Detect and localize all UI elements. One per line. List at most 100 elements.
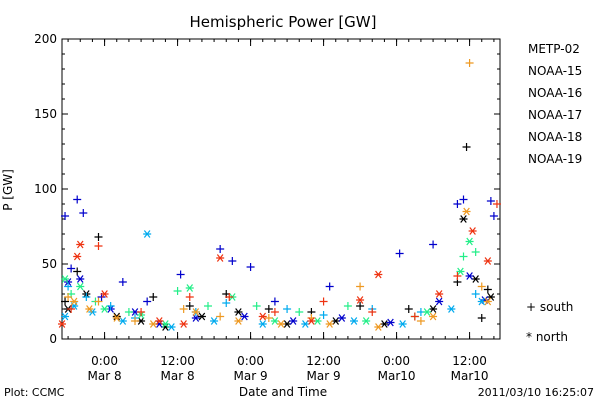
south-point xyxy=(453,272,462,280)
north-point xyxy=(423,308,431,316)
legend-entry: NOAA-15 xyxy=(528,64,582,78)
north-point xyxy=(456,267,465,276)
south-point xyxy=(252,302,261,310)
north-point xyxy=(331,317,340,325)
x-tick-label-date: Mar10 xyxy=(378,369,416,383)
south-point xyxy=(462,143,471,151)
north-point xyxy=(435,297,444,306)
north-point xyxy=(155,317,164,325)
chart-title: Hemispheric Power [GW] xyxy=(190,13,377,31)
north-point xyxy=(465,272,474,280)
series-points xyxy=(64,59,492,331)
south-point xyxy=(492,200,501,208)
south-point xyxy=(137,308,146,316)
series-points xyxy=(61,230,486,331)
north-point xyxy=(179,320,188,328)
y-axis: 0 50 100 150 200 xyxy=(34,32,500,346)
north-point xyxy=(270,317,279,325)
south-point xyxy=(185,302,194,310)
south-point xyxy=(410,312,419,321)
south-point xyxy=(471,248,480,256)
north-point xyxy=(468,227,477,235)
north-point xyxy=(61,312,70,321)
legend-entry: NOAA-19 xyxy=(528,152,582,166)
north-point xyxy=(380,320,389,328)
south-point xyxy=(216,312,225,321)
south-point xyxy=(264,305,273,313)
south-point xyxy=(343,302,352,310)
north-point xyxy=(76,282,85,291)
north-point xyxy=(447,305,456,313)
x-tick-label-date: Mar 9 xyxy=(234,369,268,383)
south-point xyxy=(368,308,377,316)
y-tick-label: 200 xyxy=(34,32,57,46)
south-point xyxy=(204,302,212,310)
south-point xyxy=(131,317,139,325)
north-point xyxy=(362,317,371,325)
north-point xyxy=(356,296,365,304)
north-point xyxy=(191,308,200,316)
south-point xyxy=(264,314,273,322)
north-point xyxy=(386,318,395,327)
series-points xyxy=(61,237,480,328)
south-point xyxy=(459,195,468,204)
north-point xyxy=(258,312,267,321)
south-point xyxy=(270,308,279,316)
north-point xyxy=(429,305,438,313)
plot-credit: Plot: CCMC xyxy=(4,386,65,399)
north-point xyxy=(398,320,407,328)
series-points xyxy=(61,195,498,328)
x-tick-label-time: 12:00 xyxy=(306,354,341,368)
south-point xyxy=(106,302,115,310)
y-axis-label: P [GW] xyxy=(1,169,15,211)
x-tick-label-date: Mar 8 xyxy=(161,369,195,383)
north-point xyxy=(76,275,85,283)
x-tick-label-time: 0:00 xyxy=(91,354,118,368)
north-point xyxy=(185,284,194,292)
south-point xyxy=(185,293,194,301)
north-point xyxy=(325,320,334,328)
south-point xyxy=(471,290,480,298)
north-point xyxy=(374,323,383,331)
south-point xyxy=(222,299,231,307)
south-point xyxy=(149,293,158,301)
south-point xyxy=(73,267,82,276)
x-tick-label-date: Mar10 xyxy=(451,369,489,383)
south-point xyxy=(67,305,76,313)
north-point xyxy=(161,320,170,328)
north-point xyxy=(61,275,70,283)
north-point xyxy=(374,270,383,279)
north-point xyxy=(73,252,82,261)
north-point xyxy=(471,275,480,283)
north-point xyxy=(191,314,200,322)
north-point xyxy=(58,320,66,328)
north-point xyxy=(112,314,121,322)
y-tick-label: 0 xyxy=(49,332,57,346)
south-point xyxy=(295,308,304,316)
north-point xyxy=(118,317,127,325)
series-points xyxy=(58,200,501,328)
south-point xyxy=(325,282,334,291)
north-point xyxy=(435,290,444,298)
south-point xyxy=(459,252,468,261)
legend: METP-02 NOAA-15 NOAA-16 NOAA-17 NOAA-18 NOAA-… xyxy=(528,42,582,166)
north-point xyxy=(234,308,243,316)
plot-area xyxy=(61,38,501,340)
south-point xyxy=(477,282,486,291)
south-point xyxy=(356,302,365,310)
north-point xyxy=(149,320,158,328)
north-point xyxy=(85,305,94,313)
north-point xyxy=(100,305,109,313)
south-point xyxy=(73,195,82,204)
marker-legend: + south * north xyxy=(526,300,573,344)
plot-timestamp: 2011/03/10 16:25:07 xyxy=(478,386,594,399)
north-point xyxy=(240,312,249,321)
y-tick-label: 150 xyxy=(34,107,57,121)
x-tick-label-time: 12:00 xyxy=(160,354,195,368)
north-point xyxy=(483,257,492,265)
south-point xyxy=(94,233,103,241)
north-point xyxy=(210,317,219,325)
south-point xyxy=(319,311,328,319)
legend-entry: NOAA-18 xyxy=(528,130,582,144)
south-point xyxy=(225,293,234,301)
